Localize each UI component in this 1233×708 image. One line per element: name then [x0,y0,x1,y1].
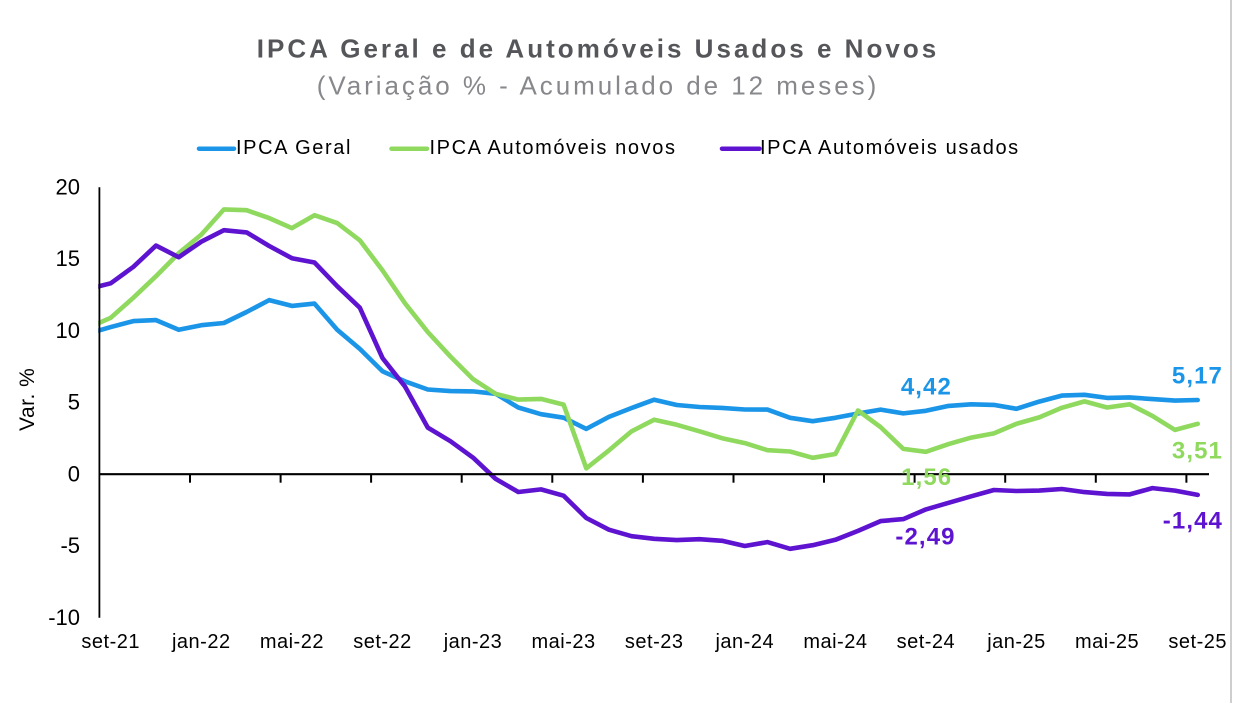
svg-text:15: 15 [56,246,80,271]
svg-text:set-21: set-21 [81,631,140,653]
svg-text:set-25: set-25 [1168,631,1227,653]
svg-text:-10: -10 [48,605,80,630]
svg-text:IPCA Automóveis usados: IPCA Automóveis usados [760,137,1020,159]
svg-text:IPCA Geral: IPCA Geral [236,137,352,159]
svg-text:IPCA Geral e de Automóveis Usa: IPCA Geral e de Automóveis Usados e Novo… [257,34,940,64]
svg-text:Var. %: Var. % [16,368,39,431]
svg-text:jan-24: jan-24 [714,631,774,653]
svg-text:(Variação % - Acumulado de 12: (Variação % - Acumulado de 12 meses) [317,71,879,101]
svg-text:5,17: 5,17 [1172,363,1223,390]
svg-text:set-24: set-24 [897,631,956,653]
svg-text:4,42: 4,42 [901,374,952,401]
svg-text:-5: -5 [60,533,80,558]
svg-text:set-23: set-23 [625,631,684,653]
svg-text:mai-23: mai-23 [532,631,596,653]
svg-text:mai-25: mai-25 [1075,631,1139,653]
svg-text:20: 20 [56,174,80,199]
svg-text:-2,49: -2,49 [895,524,955,551]
svg-text:jan-23: jan-23 [443,631,503,653]
svg-text:-1,44: -1,44 [1163,507,1223,534]
svg-text:mai-24: mai-24 [803,631,867,653]
svg-text:mai-22: mai-22 [260,631,324,653]
svg-text:5: 5 [68,390,80,415]
svg-text:jan-22: jan-22 [171,631,231,653]
svg-text:IPCA Automóveis novos: IPCA Automóveis novos [430,137,677,159]
svg-text:10: 10 [56,318,80,343]
svg-text:0: 0 [68,461,80,486]
svg-text:1,56: 1,56 [901,464,952,491]
svg-text:set-22: set-22 [353,631,412,653]
svg-text:jan-25: jan-25 [986,631,1046,653]
svg-text:3,51: 3,51 [1172,437,1223,464]
